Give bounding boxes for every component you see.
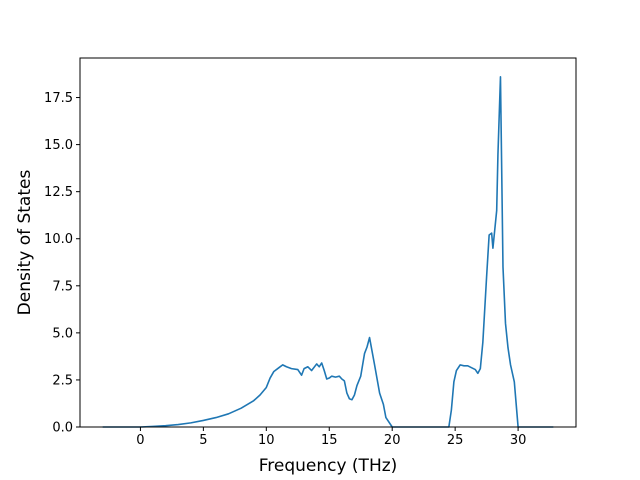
y-tick-label: 15.0 — [44, 138, 73, 153]
y-tick-label: 0.0 — [52, 421, 73, 436]
x-axis-label: Frequency (THz) — [259, 456, 398, 476]
plot-frame — [79, 57, 577, 428]
x-tick-label: 20 — [384, 433, 401, 448]
series-line-0 — [102, 76, 554, 428]
y-tick-label: 5.0 — [52, 326, 73, 341]
y-tick-label: 12.5 — [44, 185, 73, 200]
x-axis-ticks: 0 5 10 15 20 25 30 — [136, 427, 526, 448]
y-tick-label: 17.5 — [44, 91, 73, 106]
x-tick-label: 10 — [258, 433, 275, 448]
y-tick-label: 2.5 — [52, 373, 73, 388]
x-tick-label: 15 — [321, 433, 338, 448]
x-tick-label: 5 — [199, 433, 207, 448]
x-tick-label: 0 — [136, 433, 144, 448]
series-layer — [102, 76, 554, 428]
y-axis-label: Density of States — [15, 170, 35, 316]
y-axis-ticks: 0.0 2.5 5.0 7.5 10.0 12.5 15.0 17.5 — [44, 91, 80, 436]
x-tick-label: 25 — [447, 433, 464, 448]
x-tick-label: 30 — [510, 433, 527, 448]
y-tick-label: 7.5 — [52, 279, 73, 294]
y-tick-label: 10.0 — [44, 232, 73, 247]
